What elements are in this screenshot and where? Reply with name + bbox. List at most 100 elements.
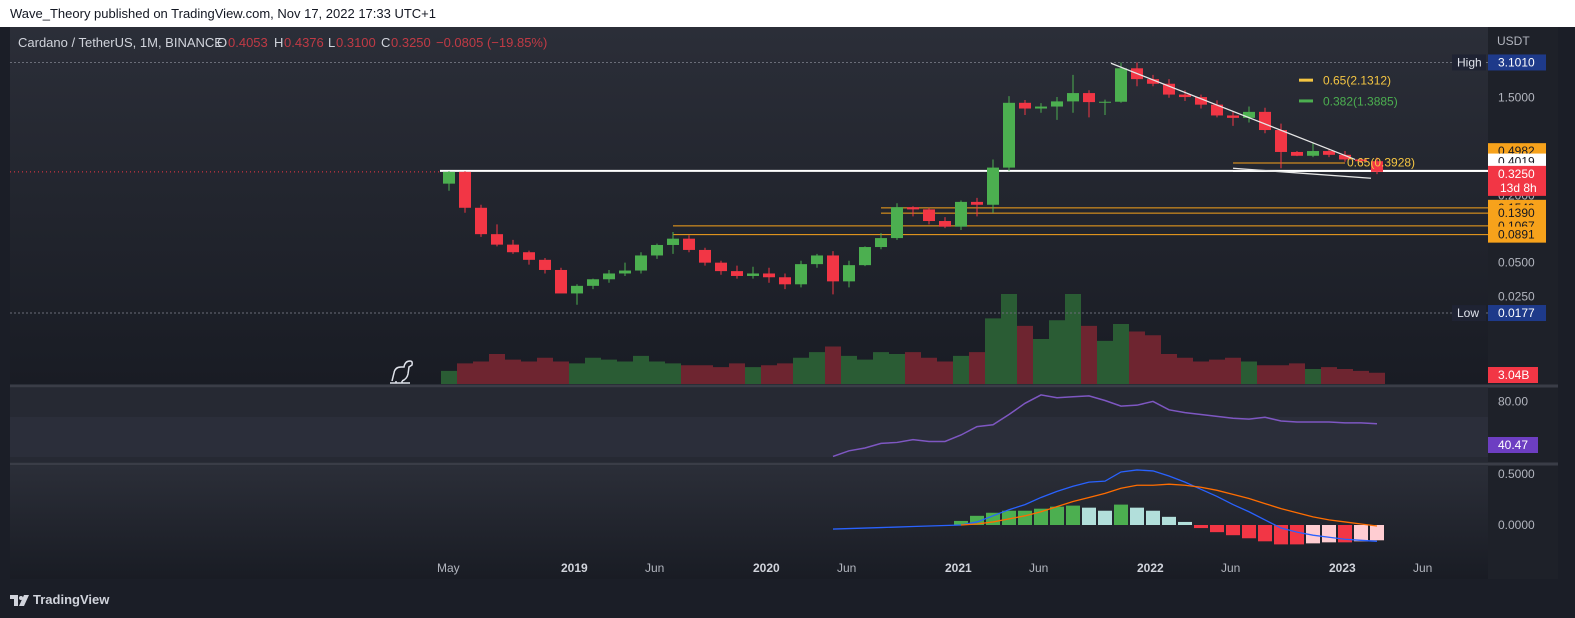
volume-bar (1225, 357, 1241, 384)
time-tick-label: 2022 (1137, 561, 1164, 575)
legend-h-label: H (274, 35, 283, 50)
macd-histogram-bar (1082, 507, 1096, 525)
volume-bar (505, 359, 521, 384)
macd-pane[interactable] (10, 466, 1488, 579)
price-tick-label: 1.5000 (1498, 91, 1535, 105)
fib-level-label: 0.65(0.3928) (1347, 156, 1415, 170)
legend-c-value: 0.3250 (391, 35, 431, 50)
legend-l-label: L (328, 35, 335, 50)
level-tag-box (1488, 205, 1546, 222)
volume-bar (841, 355, 857, 384)
price-tick-label: 0.0500 (1498, 256, 1535, 270)
candle-body (987, 167, 999, 205)
volume-bar (585, 357, 601, 384)
volume-bar (921, 357, 937, 384)
volume-bar (1273, 365, 1289, 384)
high-value-label: 3.1010 (1498, 55, 1535, 69)
level-tag-box (1488, 226, 1546, 243)
candle-body (475, 207, 487, 235)
candle-body (827, 255, 839, 282)
volume-bar (1369, 372, 1385, 384)
candle-body (731, 271, 743, 276)
volume-bar (553, 361, 569, 384)
candle-body (955, 201, 967, 227)
volume-bar (1065, 294, 1081, 384)
volume-bar (809, 352, 825, 384)
time-axis[interactable] (10, 579, 1488, 590)
currency-label: USDT (1497, 34, 1530, 48)
volume-bar (1321, 367, 1337, 384)
candle-body (1323, 151, 1335, 155)
rsi-tick-label: 80.00 (1498, 394, 1528, 408)
time-tick-label: May (437, 561, 460, 575)
candle-body (683, 238, 695, 250)
macd-histogram-bar (1306, 525, 1320, 544)
high-name-label: High (1457, 55, 1482, 69)
candle-body (1067, 93, 1079, 102)
volume-bar (1145, 335, 1161, 384)
macd-histogram-bar (1210, 525, 1224, 533)
candle-body (1259, 111, 1271, 131)
macd-histogram-bar (1130, 507, 1144, 525)
volume-bar (537, 357, 553, 384)
macd-histogram-bar (1370, 525, 1384, 541)
candle-body (1147, 79, 1159, 84)
volume-tag-label: 3.04B (1498, 368, 1529, 382)
candle-body (1099, 101, 1111, 103)
tradingview-logo-icon[interactable] (9, 592, 33, 610)
time-tick-label: Jun (645, 561, 664, 575)
candle-body (619, 270, 631, 274)
footer-brand[interactable]: TradingView (33, 592, 110, 607)
candle-body (603, 273, 615, 280)
legend-l-value: 0.3100 (336, 35, 376, 50)
countdown-label: 13d 8h (1500, 181, 1537, 195)
macd-histogram-bar (1274, 525, 1288, 545)
candle-body (539, 259, 551, 270)
signal-line (960, 483, 1378, 527)
macd-histogram-bar (1354, 525, 1368, 542)
volume-bar (1129, 331, 1145, 384)
candle-body (555, 269, 567, 294)
macd-histogram-bar (1242, 525, 1256, 539)
candle-body (1275, 130, 1287, 152)
dino-icon[interactable] (390, 360, 413, 384)
candle-body (667, 238, 679, 245)
volume-bar (697, 365, 713, 384)
fib-level-label: 0.65(2.1312) (1323, 74, 1391, 88)
low-value-box (1488, 305, 1546, 322)
volume-bar (617, 361, 633, 384)
fib-level-label: 0.382(1.3885) (1323, 94, 1398, 108)
macd-histogram-bar (1290, 525, 1304, 545)
legend-symbol[interactable]: Cardano / TetherUS, 1M, BINANCE (18, 35, 223, 50)
rsi-value-box (1488, 437, 1538, 453)
price-axis[interactable] (1488, 27, 1558, 579)
time-tick-label: Jun (1413, 561, 1432, 575)
macd-histogram-bar (970, 515, 984, 525)
volume-bar (713, 367, 729, 384)
footer: TradingView (0, 590, 1575, 618)
candle-body (1211, 104, 1223, 116)
volume-bar (1353, 370, 1369, 384)
volume-bar (1209, 359, 1225, 384)
tradingview-chart[interactable]: Cardano / TetherUS, 1M, BINANCE O 0.4053… (0, 27, 1575, 590)
candle-body (907, 207, 919, 210)
last-price-label: 0.3250 (1498, 167, 1535, 181)
main-pane[interactable] (10, 27, 1488, 384)
time-tick-label: 2019 (561, 561, 588, 575)
volume-bar (1097, 340, 1113, 384)
time-tick-label: 2023 (1329, 561, 1356, 575)
macd-histogram-bar (1114, 504, 1128, 525)
macd-histogram-bar (1050, 506, 1064, 525)
candle-body (1179, 94, 1191, 98)
candle-body (891, 207, 903, 239)
high-name-box (1452, 54, 1486, 71)
candle-body (1227, 115, 1239, 118)
volume-bar (1081, 325, 1097, 384)
candle-body (699, 249, 711, 263)
macd-histogram-bar (1162, 516, 1176, 525)
candle-body (1035, 106, 1047, 109)
volume-bar (793, 357, 809, 384)
volume-bar (1001, 294, 1017, 384)
volume-bar (1113, 324, 1129, 384)
candle-body (795, 264, 807, 285)
